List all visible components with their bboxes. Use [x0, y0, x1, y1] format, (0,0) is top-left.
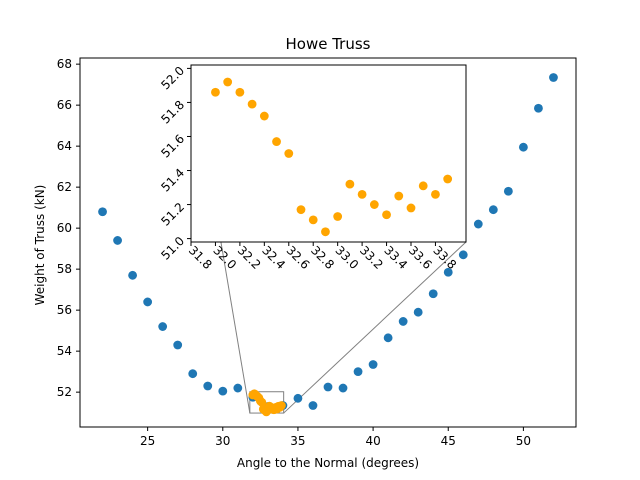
zoom-connector-line: [283, 241, 467, 414]
inset-data-point: [406, 203, 416, 213]
inset-data-point: [259, 111, 269, 121]
inset-plot-points: [211, 77, 453, 237]
inset-data-point: [418, 181, 428, 191]
x-tick-label: 25: [140, 434, 155, 448]
y-tick-label: 60: [57, 221, 72, 235]
data-point: [413, 307, 423, 317]
data-point: [488, 205, 498, 215]
x-tick-label: 30: [215, 434, 230, 448]
y-tick-label: 52: [57, 385, 72, 399]
data-point: [443, 267, 453, 277]
data-point: [277, 401, 286, 410]
data-point: [353, 367, 363, 377]
data-point: [128, 270, 138, 280]
y-tick-label: 68: [57, 57, 72, 71]
inset-data-point: [369, 200, 379, 209]
data-point: [173, 340, 183, 350]
inset-data-point: [308, 215, 318, 225]
y-tick-label: 54: [57, 344, 72, 358]
main-axes-ticks: 25 30 35 40 45 50 52 54 56 58 60 62 64 66 68: [57, 57, 531, 448]
y-axis-label: Weight of Truss (kN): [33, 185, 47, 306]
y-tick-label: 56: [57, 303, 72, 317]
y-tick-label: 62: [57, 180, 72, 194]
main-plot-points: [98, 73, 558, 417]
inset-data-point: [382, 210, 391, 220]
inset-axes-frame: [190, 64, 467, 243]
data-point: [383, 333, 393, 343]
inset-data-point: [223, 77, 233, 87]
y-tick-label: 64: [57, 139, 72, 153]
data-point: [158, 322, 168, 331]
inset-data-point: [235, 87, 245, 97]
inset-background: [191, 65, 466, 242]
data-point: [257, 398, 267, 407]
data-point: [458, 250, 468, 260]
data-point: [503, 186, 513, 196]
data-point: [473, 219, 483, 229]
inset-data-point: [357, 189, 367, 199]
inset-data-point: [321, 227, 330, 237]
data-point: [233, 383, 243, 393]
data-point: [308, 401, 318, 410]
data-point: [534, 103, 543, 113]
inset-data-point: [345, 179, 355, 189]
data-point: [203, 381, 213, 391]
data-point: [113, 236, 122, 245]
x-tick-label: 45: [441, 434, 456, 448]
inset-data-point: [272, 137, 281, 146]
x-tick-label: 40: [365, 434, 380, 448]
y-tick-label: 66: [57, 98, 72, 112]
data-point: [293, 393, 303, 403]
inset-axes: 31.832.032.232.432.632.833.033.233.433.6…: [158, 64, 467, 272]
inset-data-point: [296, 205, 306, 215]
inset-data-point: [284, 149, 294, 158]
data-point: [143, 297, 153, 307]
data-point: [338, 383, 348, 393]
y-tick-label: 58: [57, 262, 72, 276]
data-point: [428, 289, 438, 299]
data-point: [218, 386, 228, 396]
main-axes-frame: [79, 57, 577, 428]
inset-data-point: [211, 87, 220, 97]
data-point: [98, 207, 107, 217]
data-point: [368, 360, 378, 369]
x-tick-label: 35: [290, 434, 305, 448]
inset-data-point: [394, 191, 404, 201]
inset-data-point: [431, 189, 440, 199]
chart-title: Howe Truss: [286, 35, 371, 53]
inset-data-point: [247, 99, 257, 109]
data-point: [188, 369, 198, 379]
x-tick-label: 50: [516, 434, 531, 448]
x-axis-label: Angle to the Normal (degrees): [237, 456, 419, 470]
data-point: [518, 142, 528, 152]
inset-data-point: [443, 174, 453, 184]
data-point: [549, 73, 558, 82]
data-point: [398, 317, 408, 326]
inset-data-point: [333, 212, 343, 221]
data-point: [323, 382, 333, 392]
